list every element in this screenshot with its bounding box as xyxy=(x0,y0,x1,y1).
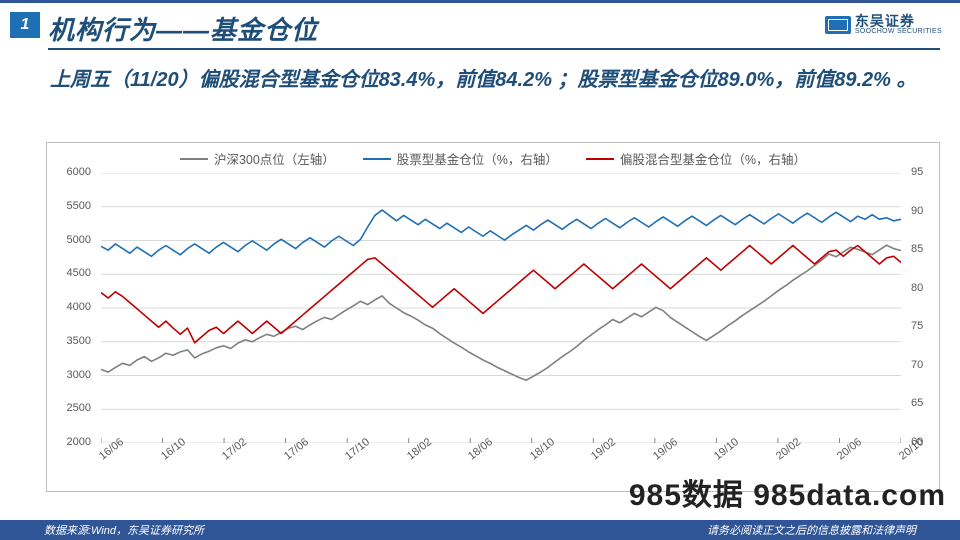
header: 1 机构行为——基金仓位 东吴证券 SOOCHOW SECURITIES xyxy=(0,10,960,56)
page-title: 机构行为——基金仓位 xyxy=(48,15,318,45)
subtitle: 上周五（11/20）偏股混合型基金仓位83.4%，前值84.2% ；股票型基金仓… xyxy=(50,64,930,96)
series-csi300 xyxy=(101,245,901,380)
brand-logo: 东吴证券 SOOCHOW SECURITIES xyxy=(825,14,942,35)
series-mixed_fund xyxy=(101,246,901,343)
y-left-tick-label: 2000 xyxy=(67,436,91,448)
y-axis-left: 200025003000350040004500500055006000 xyxy=(47,173,97,443)
y-left-tick-label: 3000 xyxy=(67,369,91,381)
y-axis-right: 6065707580859095 xyxy=(905,173,939,443)
y-left-tick-label: 4000 xyxy=(67,301,91,313)
y-right-tick-label: 95 xyxy=(911,166,923,178)
page-number-badge: 1 xyxy=(10,12,40,38)
legend-label: 偏股混合型基金仓位（%，右轴） xyxy=(620,149,806,168)
chart-legend: 沪深300点位（左轴） 股票型基金仓位（%，右轴） 偏股混合型基金仓位（%，右轴） xyxy=(47,149,939,168)
y-left-tick-label: 6000 xyxy=(67,166,91,178)
y-right-tick-label: 85 xyxy=(911,243,923,255)
title-wrap: 机构行为——基金仓位 xyxy=(48,10,318,47)
top-stripe xyxy=(0,0,960,3)
legend-swatch xyxy=(586,158,614,161)
y-right-tick-label: 80 xyxy=(911,282,923,294)
y-left-tick-label: 3500 xyxy=(67,335,91,347)
footer-source: 数据来源:Wind，东吴证券研究所 xyxy=(44,522,204,538)
legend-swatch xyxy=(363,158,391,161)
legend-item: 沪深300点位（左轴） xyxy=(180,149,335,168)
y-left-tick-label: 2500 xyxy=(67,402,91,414)
y-right-tick-label: 90 xyxy=(911,205,923,217)
y-right-tick-label: 65 xyxy=(911,397,923,409)
legend-item: 股票型基金仓位（%，右轴） xyxy=(363,149,558,168)
brand-logo-icon xyxy=(825,16,851,34)
slide: 1 机构行为——基金仓位 东吴证券 SOOCHOW SECURITIES 上周五… xyxy=(0,0,960,540)
chart-plot xyxy=(101,173,901,443)
footer-disclaimer: 请务必阅读正文之后的信息披露和法律声明 xyxy=(707,522,916,538)
chart-svg xyxy=(101,173,901,443)
brand-name-cn: 东吴证券 xyxy=(855,14,942,28)
series-equity_fund xyxy=(101,210,901,256)
legend-item: 偏股混合型基金仓位（%，右轴） xyxy=(586,149,806,168)
y-left-tick-label: 5500 xyxy=(67,200,91,212)
footer: 数据来源:Wind，东吴证券研究所 请务必阅读正文之后的信息披露和法律声明 xyxy=(0,520,960,540)
brand-name-en: SOOCHOW SECURITIES xyxy=(855,28,942,35)
title-rule xyxy=(48,48,940,50)
y-left-tick-label: 5000 xyxy=(67,234,91,246)
y-right-tick-label: 70 xyxy=(911,359,923,371)
chart-container: 沪深300点位（左轴）股票型基金仓位（%，右轴）偏股混合型基金仓位（%，右轴） … xyxy=(46,142,940,492)
legend-label: 沪深300点位（左轴） xyxy=(214,149,335,168)
x-axis: 16/0616/1017/0217/0617/1018/0218/0618/10… xyxy=(101,447,901,491)
y-left-tick-label: 4500 xyxy=(67,267,91,279)
y-right-tick-label: 75 xyxy=(911,320,923,332)
legend-label: 股票型基金仓位（%，右轴） xyxy=(397,149,558,168)
legend-swatch xyxy=(180,158,208,161)
